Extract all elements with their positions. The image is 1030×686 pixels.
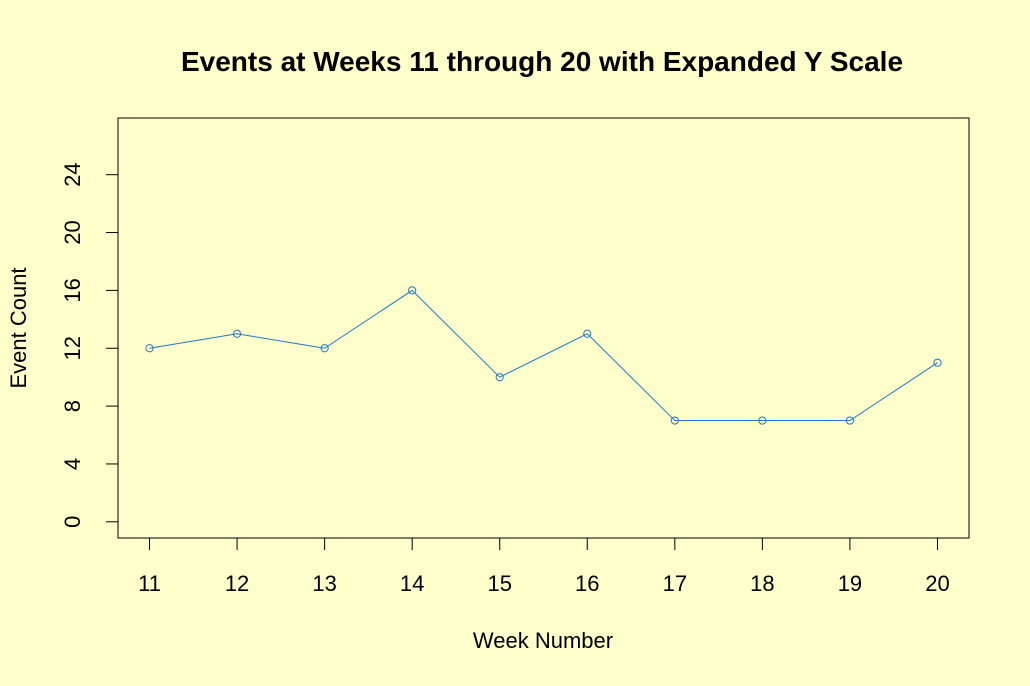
data-point xyxy=(845,416,855,425)
x-tick-label: 12 xyxy=(225,571,249,596)
data-point xyxy=(320,344,329,353)
chart-title: Events at Weeks 11 through 20 with Expan… xyxy=(181,46,903,77)
y-tick-label: 0 xyxy=(60,516,85,528)
y-tick-label: 8 xyxy=(60,400,85,412)
x-tick-label: 11 xyxy=(138,571,161,596)
x-axis-label: Week Number xyxy=(473,628,613,653)
y-tick-label: 12 xyxy=(60,336,85,360)
y-tick-label: 24 xyxy=(60,162,85,186)
x-tick-label: 19 xyxy=(838,571,862,596)
data-point xyxy=(495,373,504,382)
data-point xyxy=(145,344,154,353)
x-tick-label: 18 xyxy=(750,571,774,596)
series-line xyxy=(149,289,938,422)
x-tick-label: 15 xyxy=(487,571,511,596)
y-tick-label: 20 xyxy=(60,220,85,244)
y-tick-label: 4 xyxy=(60,458,85,470)
x-tick-label: 13 xyxy=(312,571,336,596)
data-point xyxy=(670,416,679,425)
data-point xyxy=(933,358,942,367)
x-tick-label: 17 xyxy=(663,571,687,596)
series-group xyxy=(145,286,942,425)
y-axis-label: Event Count xyxy=(6,267,31,388)
data-point xyxy=(232,329,242,338)
data-point xyxy=(583,329,592,338)
data-point xyxy=(408,286,417,295)
x-tick-label: 16 xyxy=(575,571,599,596)
y-axis: 0 4 8 12 16 20 24 xyxy=(60,162,119,528)
data-point xyxy=(758,416,767,425)
x-tick-label: 20 xyxy=(925,571,949,596)
x-axis: 11 12 13 14 15 16 17 18 19 20 xyxy=(138,537,950,596)
y-tick-label: 16 xyxy=(60,278,85,302)
x-tick-label: 14 xyxy=(400,571,424,596)
